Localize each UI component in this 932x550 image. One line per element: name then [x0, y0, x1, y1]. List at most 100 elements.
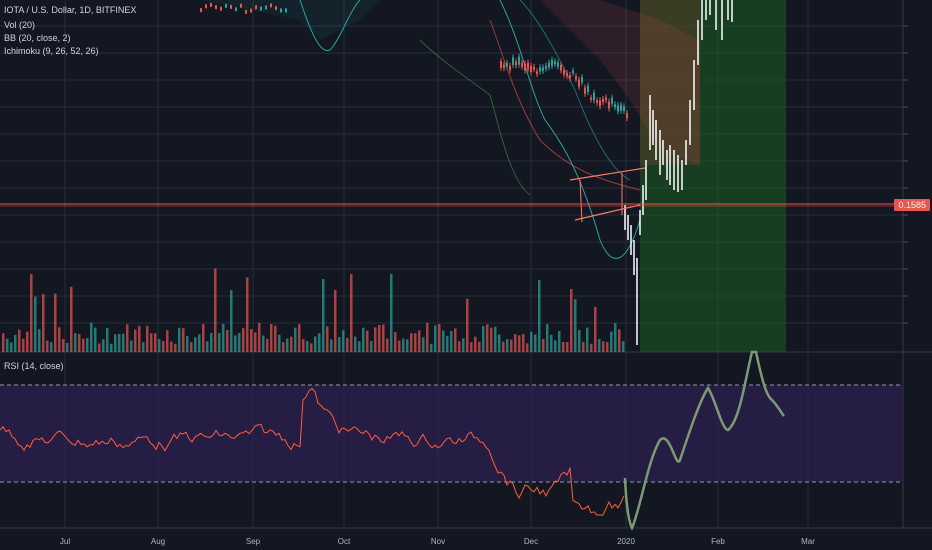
volume-bar: [342, 330, 345, 352]
ichimoku-indicator-label[interactable]: Ichimoku (9, 26, 52, 26): [4, 46, 99, 56]
candle-body: [280, 8, 282, 13]
symbol-title[interactable]: IOTA / U.S. Dollar, 1D, BITFINEX: [4, 5, 137, 15]
volume-bar: [10, 342, 13, 352]
candle-body: [548, 62, 550, 68]
volume-bar: [506, 339, 509, 352]
volume-bar: [18, 329, 21, 352]
volume-bar: [594, 306, 597, 352]
candle-body: [260, 6, 262, 11]
volume-bar: [166, 330, 169, 352]
volume-bar: [498, 334, 501, 352]
volume-bar: [50, 342, 53, 352]
candle-body: [270, 3, 272, 8]
volume-bar: [202, 324, 205, 352]
volume-bar: [198, 334, 201, 352]
volume-bar: [322, 279, 325, 352]
volume-bar: [102, 339, 105, 352]
volume-bar: [510, 339, 513, 352]
volume-bar: [126, 324, 129, 352]
candle-body: [581, 77, 583, 83]
volume-bar: [394, 332, 397, 352]
volume-bar: [374, 327, 377, 352]
candle-body: [602, 98, 604, 102]
volume-bar: [22, 338, 25, 352]
volume-bar: [330, 339, 333, 352]
candle-body: [515, 61, 517, 66]
volume-bar: [206, 341, 209, 352]
volume-bar: [106, 327, 109, 352]
volume-bar: [94, 327, 97, 352]
volume-bar: [398, 340, 401, 352]
candle-body: [539, 67, 541, 72]
candle-body: [623, 106, 625, 111]
volume-bar: [406, 339, 409, 352]
price-tag: 0.1585: [894, 199, 930, 211]
volume-bar: [366, 330, 369, 352]
volume-bar: [230, 290, 233, 352]
volume-bar: [518, 335, 521, 352]
volume-bar: [150, 333, 153, 352]
volume-bar: [74, 333, 77, 352]
volume-bar: [14, 334, 17, 352]
volume-bar: [134, 329, 137, 352]
bb-upper: [519, 0, 631, 181]
bollinger-indicator-label[interactable]: BB (20, close, 2): [4, 33, 71, 43]
volume-bar: [298, 324, 301, 352]
rsi-projection-line: [623, 350, 785, 531]
volume-bar: [466, 298, 469, 352]
lagging-span: [419, 39, 531, 196]
volume-bar: [578, 330, 581, 352]
volume-bar: [142, 342, 145, 352]
volume-bar: [254, 332, 257, 352]
candle-body: [245, 9, 247, 14]
candle-body: [275, 6, 277, 11]
candle-body: [285, 8, 287, 13]
volume-bar: [314, 336, 317, 352]
candle-body: [560, 64, 562, 71]
volume-bar: [86, 338, 89, 352]
volume-bar: [490, 327, 493, 352]
volume-bar: [78, 334, 81, 352]
rsi-indicator-label[interactable]: RSI (14, close): [4, 361, 64, 371]
x-axis-label: Aug: [151, 537, 165, 546]
volume-bar: [426, 322, 429, 352]
candle-body: [551, 59, 553, 66]
ichimoku-cloud: [540, 0, 700, 165]
volume-bar: [274, 325, 277, 352]
candle-body: [255, 5, 257, 10]
volume-bar: [182, 328, 185, 352]
candle-body: [596, 100, 598, 103]
volume-bar: [154, 333, 157, 352]
volume-bar: [114, 334, 117, 352]
volume-bar: [286, 338, 289, 352]
bb-lower: [299, 0, 361, 52]
candle-body: [530, 65, 532, 73]
volume-bar: [526, 343, 529, 352]
volume-bar: [270, 324, 273, 352]
volume-bar: [290, 336, 293, 352]
volume-bar: [110, 343, 113, 352]
volume-bar: [358, 341, 361, 352]
volume-bar: [478, 341, 481, 352]
volume-indicator-label[interactable]: Vol (20): [4, 20, 36, 30]
candle-body: [572, 70, 574, 74]
candle-body: [533, 67, 535, 70]
candle-body: [518, 56, 520, 65]
volume-bar: [278, 334, 281, 352]
volume-bar: [550, 334, 553, 352]
volume-bar: [482, 326, 485, 352]
volume-bar: [462, 338, 465, 352]
candle-body: [506, 62, 508, 67]
candle-body: [235, 7, 237, 12]
volume-bars: [2, 268, 625, 352]
candle-body: [575, 76, 577, 80]
volume-bar: [258, 322, 261, 352]
candle-body: [611, 97, 613, 104]
target-zones: [640, 0, 786, 352]
volume-bar: [562, 341, 565, 352]
volume-bar: [422, 337, 425, 352]
volume-bar: [282, 342, 285, 352]
volume-bar: [430, 343, 433, 352]
volume-bar: [370, 340, 373, 352]
